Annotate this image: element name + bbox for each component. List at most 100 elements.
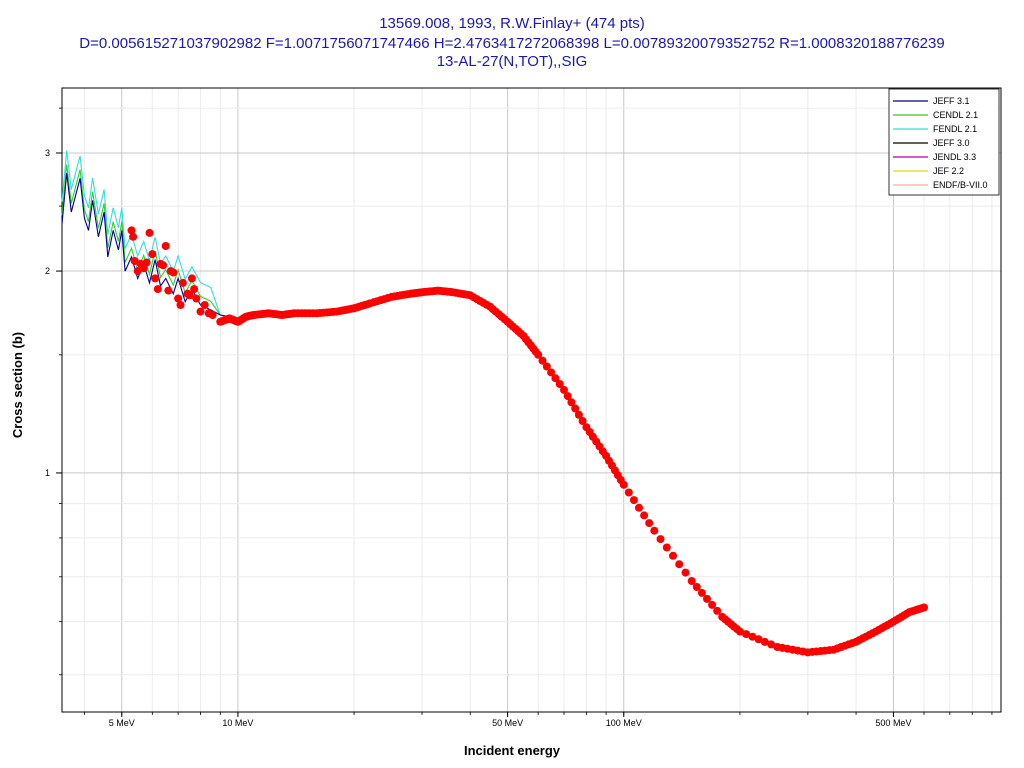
data-point [133, 267, 142, 276]
data-point [687, 577, 696, 585]
y-axis-label: Cross section (b) [10, 332, 25, 438]
data-point [825, 646, 834, 655]
chart-title: 13569.008, 1993, R.W.Finlay+ (474 pts) D… [79, 15, 944, 70]
data-point [196, 307, 205, 316]
data-point [563, 392, 572, 401]
data-point [713, 606, 722, 615]
data-point [708, 600, 717, 609]
data-point [164, 286, 173, 295]
y-tick-label: 3 [45, 148, 50, 158]
data-point [555, 380, 564, 388]
data-point [208, 311, 217, 319]
data-point [656, 535, 665, 544]
data-point [567, 398, 576, 407]
data-point [192, 294, 201, 303]
data-point [329, 307, 338, 316]
data-point [578, 417, 587, 425]
legend-label: CENDL 2.1 [933, 110, 978, 120]
y-tick-label: 1 [45, 468, 50, 478]
data-point [551, 374, 560, 383]
data-point [560, 385, 568, 394]
data-point [363, 300, 372, 309]
data-point [692, 583, 701, 591]
data-point [129, 232, 138, 241]
axis-ticks: 5 MeV 10 MeV 50 MeV 100 MeV 500 MeV 1 2 3 [45, 107, 993, 728]
title-line-3: 13-AL-27(N,TOT),,SIG [437, 53, 588, 70]
data-point [697, 588, 706, 597]
data-point [148, 250, 157, 259]
data-point [742, 630, 751, 639]
data-point [176, 301, 185, 309]
data-point [500, 315, 509, 324]
data-point [748, 632, 757, 641]
data-point [161, 242, 170, 250]
legend-label: FENDL 2.1 [933, 124, 977, 134]
data-point [178, 278, 187, 287]
data-point [542, 362, 551, 371]
title-line-1: 13569.008, 1993, R.W.Finlay+ (474 pts) [379, 15, 645, 32]
data-point [640, 511, 649, 520]
legend-label: JENDL 3.3 [933, 152, 976, 162]
data-point [635, 503, 643, 512]
data-point [463, 290, 472, 299]
legend: JEFF 3.1 CENDL 2.1 FENDL 2.1 JEFF 3.0 JENDL … [888, 88, 1000, 196]
data-point [151, 274, 160, 283]
data-point [662, 543, 671, 552]
data-point [174, 294, 183, 303]
data-point [547, 368, 556, 377]
data-point [153, 285, 162, 294]
data-point [629, 496, 638, 505]
x-axis-label: Incident energy [464, 743, 561, 758]
legend-label: JEFF 3.1 [933, 96, 970, 106]
data-point [645, 519, 654, 528]
data-point [669, 551, 677, 560]
data-point [383, 294, 392, 302]
x-tick-label: 500 MeV [875, 718, 911, 728]
legend-label: JEF 2.2 [933, 166, 964, 176]
evaluated-series-line [61, 150, 355, 319]
legend-box [888, 88, 1000, 196]
data-point [308, 309, 317, 318]
data-point [142, 258, 151, 267]
data-point [703, 594, 711, 603]
data-point [538, 356, 547, 365]
experimental-points [127, 226, 928, 657]
x-tick-label: 5 MeV [109, 718, 135, 728]
y-tick-label: 2 [45, 266, 50, 276]
data-point [200, 301, 209, 309]
data-point [482, 300, 491, 309]
data-point [675, 560, 684, 569]
data-point [650, 526, 659, 535]
data-point [159, 261, 168, 270]
x-tick-label: 50 MeV [492, 718, 523, 728]
legend-label: JEFF 3.0 [933, 138, 970, 148]
data-point [868, 629, 877, 638]
data-point [616, 476, 625, 484]
data-point [574, 410, 583, 419]
x-tick-label: 10 MeV [222, 718, 253, 728]
data-point [767, 640, 776, 649]
data-point [798, 647, 807, 656]
data-point [848, 639, 857, 648]
data-point [190, 285, 199, 294]
legend-label: ENDF/B-VII.0 [933, 180, 988, 190]
data-point [531, 347, 540, 356]
data-point [185, 291, 194, 300]
data-point [288, 309, 297, 318]
data-point [571, 404, 580, 413]
data-point [169, 268, 178, 277]
data-point [187, 274, 196, 283]
data-point [127, 226, 136, 235]
data-point [733, 625, 741, 634]
title-line-2: D=0.005615271037902982 F=1.0071756071747… [79, 35, 944, 52]
data-point [917, 604, 926, 613]
data-point [760, 637, 769, 646]
data-point [598, 447, 607, 456]
x-tick-label: 100 MeV [606, 718, 642, 728]
data-point [681, 568, 690, 577]
data-point [754, 635, 763, 644]
plot-area [61, 87, 1002, 713]
data-point [130, 257, 139, 265]
data-point [624, 488, 633, 497]
